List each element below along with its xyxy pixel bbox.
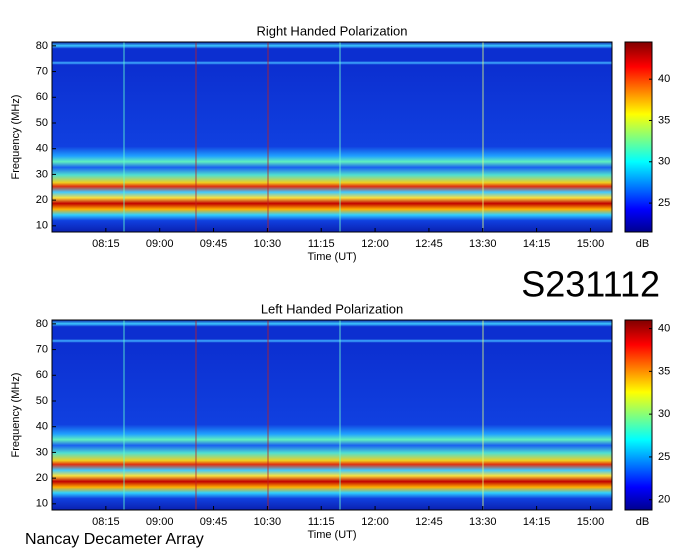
date-label: S231112 xyxy=(521,264,660,305)
y-tick-label: 70 xyxy=(36,343,48,355)
y-tick-label: 60 xyxy=(36,369,48,381)
footer: Nancay Decameter Array xyxy=(25,531,204,548)
x-tick-label: 10:30 xyxy=(254,516,282,528)
plot-frame xyxy=(51,41,613,233)
x-tick-label: 12:45 xyxy=(415,516,443,528)
x-tick-label: 12:45 xyxy=(415,238,443,250)
y-tick-label: 10 xyxy=(36,220,48,232)
y-tick-label: 40 xyxy=(36,421,48,433)
y-tick-label: 50 xyxy=(36,117,48,129)
colorbar-tick-label: 30 xyxy=(658,156,670,168)
x-tick-label: 08:15 xyxy=(92,516,120,528)
x-tick-label: 15:00 xyxy=(577,238,605,250)
x-tick-label: 09:45 xyxy=(200,238,228,250)
x-tick-label: 12:00 xyxy=(361,516,389,528)
x-axis-label: Time (UT) xyxy=(307,529,356,541)
chart-title: Left Handed Polarization xyxy=(261,301,403,316)
x-axis-label: Time (UT) xyxy=(307,251,356,263)
colorbar-tick-label: 35 xyxy=(658,114,670,126)
colorbar-tick-label: 40 xyxy=(658,322,670,334)
colorbar xyxy=(624,319,653,511)
y-tick-label: 50 xyxy=(36,395,48,407)
plot-frame xyxy=(51,319,613,511)
colorbar-tick-label: 25 xyxy=(658,197,670,209)
x-tick-label: 13:30 xyxy=(469,238,497,250)
y-tick-label: 80 xyxy=(36,318,48,330)
y-tick-label: 70 xyxy=(36,65,48,77)
chart-title: Right Handed Polarization xyxy=(256,23,407,38)
colorbar-tick-label: 30 xyxy=(658,408,670,420)
colorbar-label: dB xyxy=(636,516,649,528)
spectrogram-image xyxy=(52,42,612,232)
colorbar-tick-label: 25 xyxy=(658,451,670,463)
spectrogram-image xyxy=(52,320,612,510)
colorbar-tick-label: 40 xyxy=(658,73,670,85)
x-tick-label: 14:15 xyxy=(523,516,551,528)
colorbar-tick-label: 20 xyxy=(658,494,670,506)
x-tick-label: 15:00 xyxy=(577,516,605,528)
x-tick-label: 10:30 xyxy=(254,238,282,250)
x-tick-label: 11:15 xyxy=(308,516,335,528)
y-tick-label: 40 xyxy=(36,143,48,155)
x-tick-label: 09:45 xyxy=(200,516,228,528)
x-tick-label: 09:00 xyxy=(146,516,174,528)
y-tick-label: 80 xyxy=(36,40,48,52)
y-tick-label: 30 xyxy=(36,446,48,458)
x-tick-label: 11:15 xyxy=(308,238,335,250)
y-axis-label: Frequency (MHz) xyxy=(10,95,22,180)
x-tick-label: 09:00 xyxy=(146,238,174,250)
y-axis-label: Frequency (MHz) xyxy=(10,373,22,458)
colorbar xyxy=(624,41,653,233)
y-tick-label: 10 xyxy=(36,498,48,510)
colorbar-label: dB xyxy=(636,238,649,250)
x-tick-label: 14:15 xyxy=(523,238,551,250)
x-tick-label: 13:30 xyxy=(469,516,497,528)
y-tick-label: 30 xyxy=(36,168,48,180)
y-tick-label: 60 xyxy=(36,91,48,103)
colorbar-tick-label: 35 xyxy=(658,365,670,377)
x-tick-label: 08:15 xyxy=(92,238,120,250)
y-tick-label: 20 xyxy=(36,472,48,484)
y-tick-label: 20 xyxy=(36,194,48,206)
x-tick-label: 12:00 xyxy=(361,238,389,250)
